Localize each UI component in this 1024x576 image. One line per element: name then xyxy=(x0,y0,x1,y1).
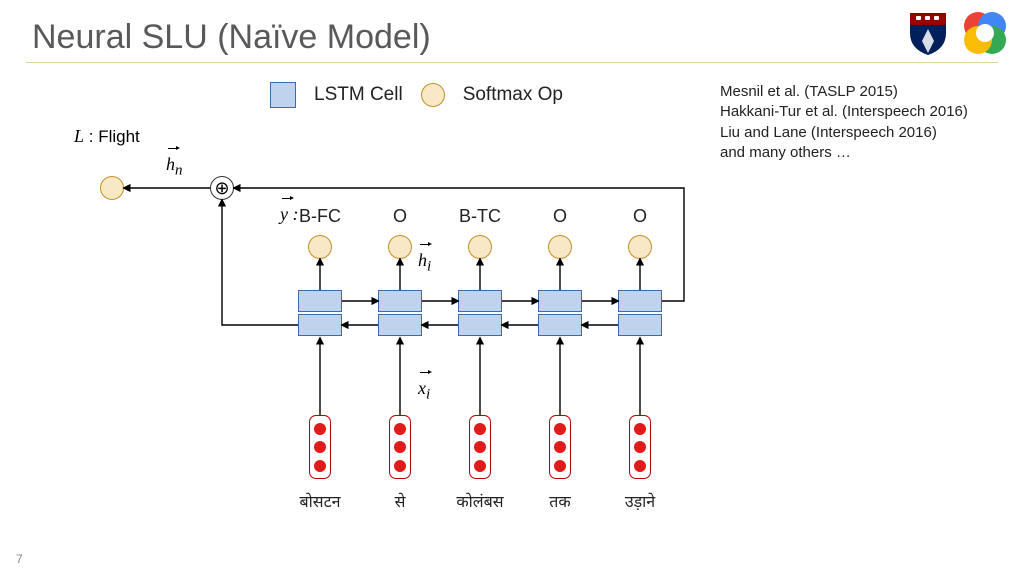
lstm-bwd-cell xyxy=(538,314,582,336)
tag-label: O xyxy=(530,206,590,227)
word-embedding xyxy=(469,415,491,479)
legend-lstm-swatch xyxy=(270,82,296,108)
xi-label: xi xyxy=(418,378,430,404)
tag-softmax-op xyxy=(468,235,492,259)
diagram: L : Flight ⊕ hn y : hi xi B-FCबोसटनOसेB-… xyxy=(60,120,740,550)
logo-group xyxy=(904,6,1012,60)
lstm-bwd-cell xyxy=(378,314,422,336)
title-rule xyxy=(26,62,998,63)
intent-value: Flight xyxy=(98,127,140,146)
legend: LSTM Cell Softmax Op xyxy=(270,82,563,108)
input-word: उड़ाने xyxy=(600,490,680,512)
intent-sep: : xyxy=(84,127,98,146)
input-word: तक xyxy=(520,490,600,512)
tag-label: O xyxy=(370,206,430,227)
reference-line: and many others … xyxy=(720,143,968,163)
bilstm-cell xyxy=(618,290,662,336)
combine-op: ⊕ xyxy=(210,176,234,200)
lstm-bwd-cell xyxy=(298,314,342,336)
tag-label: O xyxy=(610,206,670,227)
lstm-fwd-cell xyxy=(538,290,582,312)
reference-line: Liu and Lane (Interspeech 2016) xyxy=(720,123,968,143)
lstm-fwd-cell xyxy=(618,290,662,312)
tag-label: B-FC xyxy=(290,206,350,227)
word-embedding xyxy=(309,415,331,479)
legend-softmax-label: Softmax Op xyxy=(463,84,563,106)
legend-lstm-label: LSTM Cell xyxy=(314,84,403,106)
bilstm-cell xyxy=(538,290,582,336)
word-embedding xyxy=(389,415,411,479)
lstm-bwd-cell xyxy=(618,314,662,336)
tag-softmax-op xyxy=(308,235,332,259)
tag-softmax-op xyxy=(628,235,652,259)
page-number: 7 xyxy=(16,552,23,566)
hi-label: hi xyxy=(418,250,431,276)
tag-softmax-op xyxy=(548,235,572,259)
word-embedding xyxy=(629,415,651,479)
references: Mesnil et al. (TASLP 2015) Hakkani-Tur e… xyxy=(720,82,968,163)
reference-line: Mesnil et al. (TASLP 2015) xyxy=(720,82,968,102)
intent-softmax-op xyxy=(100,176,124,200)
intent-var: L xyxy=(74,126,84,146)
lstm-fwd-cell xyxy=(458,290,502,312)
lstm-fwd-cell xyxy=(378,290,422,312)
tag-label: B-TC xyxy=(450,206,510,227)
lstm-fwd-cell xyxy=(298,290,342,312)
word-embedding xyxy=(549,415,571,479)
input-word: कोलंबस xyxy=(440,490,520,512)
hn-label: hn xyxy=(166,154,183,180)
reference-line: Hakkani-Tur et al. (Interspeech 2016) xyxy=(720,102,968,122)
input-word: से xyxy=(360,490,440,512)
google-logo-icon xyxy=(958,6,1012,60)
penn-shield-icon xyxy=(904,9,952,57)
tag-softmax-op xyxy=(388,235,412,259)
bilstm-cell xyxy=(298,290,342,336)
bilstm-cell xyxy=(378,290,422,336)
lstm-bwd-cell xyxy=(458,314,502,336)
page-title: Neural SLU (Naïve Model) xyxy=(32,18,431,57)
bilstm-cell xyxy=(458,290,502,336)
legend-softmax-swatch xyxy=(421,83,445,107)
intent-label: L : Flight xyxy=(74,126,140,147)
input-word: बोसटन xyxy=(280,490,360,512)
